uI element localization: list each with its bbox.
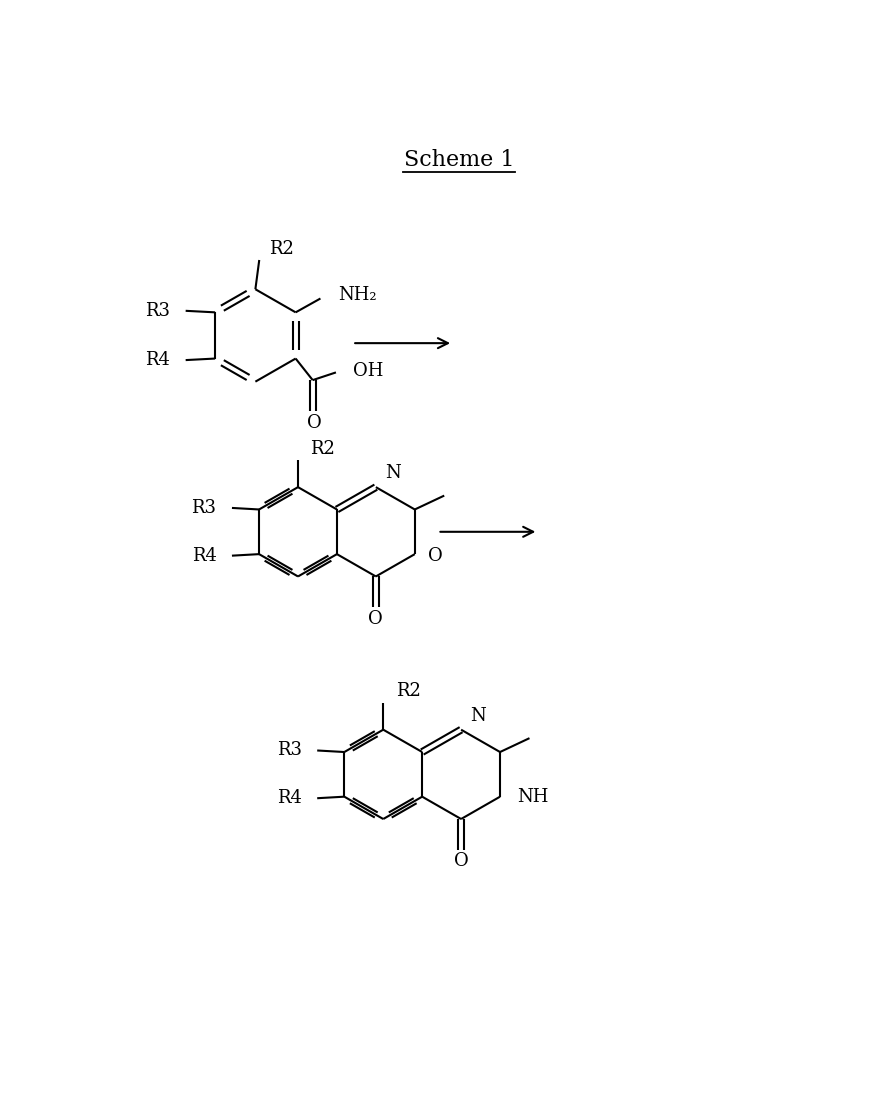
Text: R4: R4: [277, 789, 302, 807]
Text: R3: R3: [145, 302, 170, 320]
Text: N: N: [470, 707, 487, 725]
Text: R2: R2: [310, 439, 335, 458]
Text: O: O: [306, 414, 322, 433]
Text: OH: OH: [353, 361, 383, 380]
Text: R2: R2: [270, 240, 294, 258]
Text: R3: R3: [192, 499, 217, 517]
Text: O: O: [428, 546, 443, 565]
Text: O: O: [453, 852, 469, 871]
Text: R4: R4: [145, 351, 170, 369]
Text: R3: R3: [277, 741, 302, 760]
Text: NH: NH: [517, 787, 548, 806]
Text: Scheme 1: Scheme 1: [404, 149, 514, 171]
Text: NH₂: NH₂: [339, 287, 377, 304]
Text: R2: R2: [396, 682, 420, 700]
Text: R4: R4: [192, 546, 217, 565]
Text: O: O: [368, 610, 383, 627]
Text: N: N: [385, 464, 401, 482]
